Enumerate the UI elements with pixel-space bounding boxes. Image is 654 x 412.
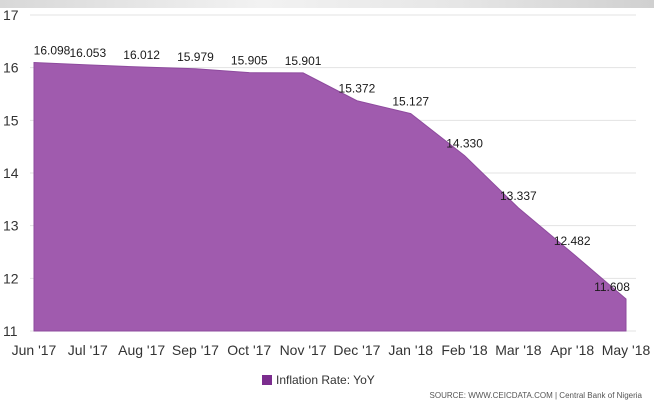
y-axis-ticks: 11 12 13 14 15 16 17 xyxy=(3,7,19,339)
top-strip xyxy=(0,0,654,8)
inflation-area xyxy=(33,61,627,332)
x-tick-label: Jun '17 xyxy=(12,342,57,358)
data-label: 16.098 xyxy=(34,44,71,58)
x-tick-label: May '18 xyxy=(602,342,651,358)
x-tick-label: Sep '17 xyxy=(172,342,219,358)
y-tick-label: 12 xyxy=(3,270,19,286)
data-label: 12.482 xyxy=(554,234,591,248)
legend-label: Inflation Rate: YoY xyxy=(276,373,375,387)
x-tick-label: Jan '18 xyxy=(388,342,433,358)
data-label: 15.127 xyxy=(392,95,429,109)
data-label: 16.012 xyxy=(123,48,160,62)
y-tick-label: 17 xyxy=(3,7,19,23)
legend-swatch xyxy=(262,375,272,385)
source-note: SOURCE: WWW.CEICDATA.COM | Central Bank … xyxy=(429,391,642,400)
x-tick-label: Aug '17 xyxy=(118,342,165,358)
data-label: 15.905 xyxy=(231,54,268,68)
data-label: 11.608 xyxy=(594,280,630,294)
y-tick-label: 11 xyxy=(3,323,18,339)
data-labels: 16.098 16.053 16.012 15.979 15.905 15.901 15.3… xyxy=(34,44,631,294)
x-tick-label: Apr '18 xyxy=(550,342,594,358)
y-tick-label: 14 xyxy=(3,165,19,181)
legend: Inflation Rate: YoY xyxy=(262,373,375,387)
x-tick-label: Oct '17 xyxy=(227,342,271,358)
data-label: 15.979 xyxy=(177,50,214,64)
data-label: 16.053 xyxy=(69,46,106,60)
data-label: 14.330 xyxy=(446,137,483,151)
y-tick-label: 13 xyxy=(3,218,19,234)
data-label: 15.901 xyxy=(285,54,322,68)
x-axis-ticks: Jun '17 Jul '17 Aug '17 Sep '17 Oct '17 Nov '… xyxy=(12,342,651,358)
x-tick-label: Jul '17 xyxy=(68,342,108,358)
x-tick-label: Feb '18 xyxy=(441,342,487,358)
data-label: 15.372 xyxy=(339,82,376,96)
x-tick-label: Dec '17 xyxy=(333,342,380,358)
data-label: 13.337 xyxy=(500,189,537,203)
x-tick-label: Mar '18 xyxy=(495,342,541,358)
y-tick-label: 15 xyxy=(3,112,19,128)
x-tick-label: Nov '17 xyxy=(280,342,327,358)
area-layer xyxy=(33,61,627,332)
y-tick-label: 16 xyxy=(3,60,19,76)
